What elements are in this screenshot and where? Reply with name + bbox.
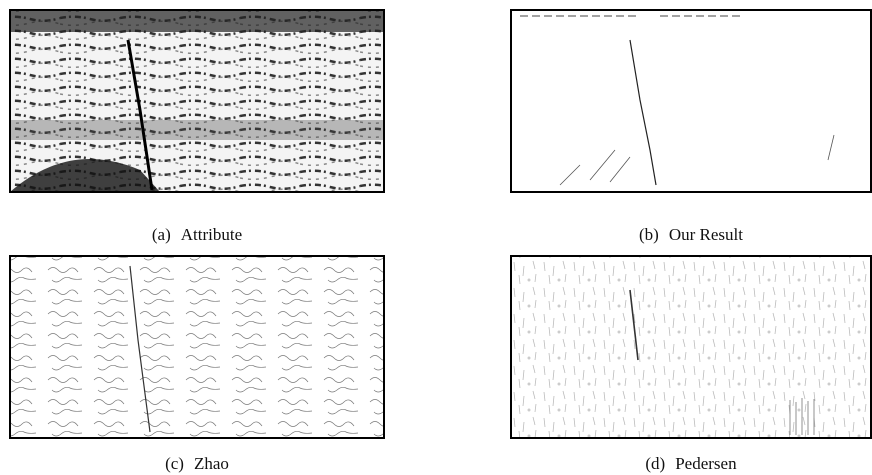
caption-label: (a): [152, 225, 171, 244]
figure: (a) Attribute (b) Our Result (c) Zhao (d) Pe…: [0, 0, 872, 475]
panel-d: [511, 256, 871, 438]
caption-label: (d): [645, 454, 665, 473]
caption-label: (c): [165, 454, 184, 473]
caption-text: Zhao: [194, 454, 229, 473]
caption-text: Pedersen: [675, 454, 737, 473]
panel-b: [511, 10, 871, 192]
caption-text: Attribute: [181, 225, 242, 244]
caption-label: (b): [639, 225, 659, 244]
panel-a: [10, 10, 384, 192]
caption-c: (c) Zhao: [165, 454, 229, 473]
caption-text: Our Result: [669, 225, 743, 244]
caption-b: (b) Our Result: [639, 225, 743, 244]
panel-c: [10, 256, 384, 438]
caption-a: (a) Attribute: [152, 225, 242, 244]
caption-d: (d) Pedersen: [645, 454, 737, 473]
